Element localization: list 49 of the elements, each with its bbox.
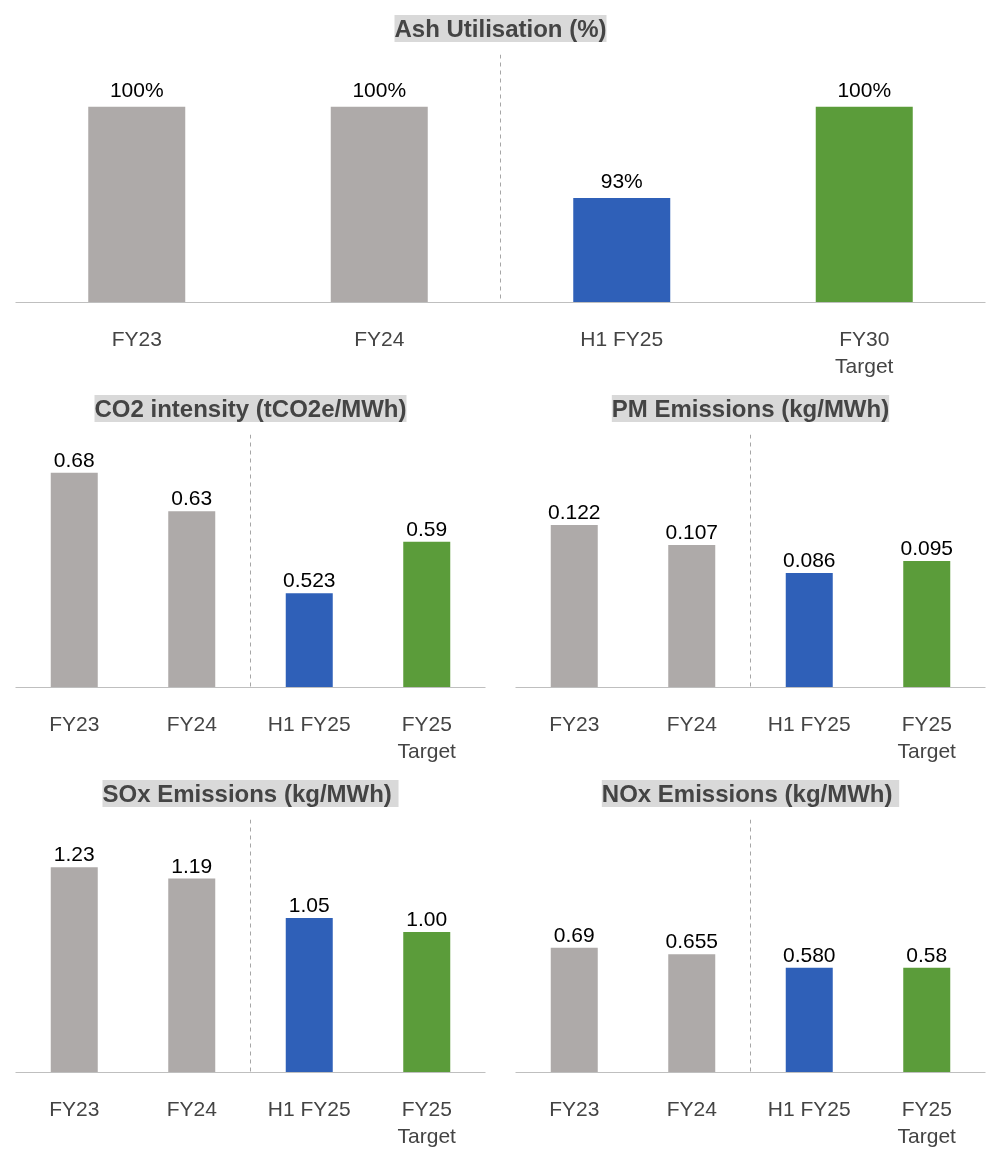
x-tick-label: FY24 — [166, 1096, 218, 1120]
x-tick-label: FY30 Target — [835, 326, 894, 378]
x-tick-label: H1 FY25 — [267, 1096, 351, 1120]
data-label: 100% — [837, 77, 892, 101]
bar — [550, 525, 598, 688]
chart-title: PM Emissions (kg/MWh) — [611, 395, 890, 422]
data-label: 0.63 — [171, 486, 213, 510]
x-tick-label: H1 FY25 — [267, 711, 351, 735]
x-tick-label: FY23 — [549, 1096, 600, 1120]
x-tick-label: FY23 — [111, 326, 162, 350]
bar — [668, 545, 716, 688]
bar — [903, 561, 951, 688]
data-label: 0.122 — [547, 500, 601, 524]
data-label: 0.107 — [665, 520, 719, 544]
x-tick-label: FY24 — [666, 1096, 718, 1120]
data-label: 0.580 — [782, 942, 836, 966]
x-tick-label: FY25 Target — [397, 711, 457, 763]
data-label: 0.58 — [906, 942, 948, 966]
x-tick-label: FY25 Target — [897, 711, 957, 763]
x-tick-label: FY23 — [49, 1096, 100, 1120]
data-label: 0.095 — [900, 536, 954, 559]
x-tick-label: H1 FY25 — [767, 1096, 851, 1120]
chart-title: SOx Emissions (kg/MWh) — [102, 780, 392, 807]
x-tick-label: FY24 — [354, 326, 405, 350]
data-label: 0.523 — [282, 568, 336, 592]
x-tick-label: FY25 Target — [397, 1096, 457, 1148]
data-label: 1.05 — [288, 892, 330, 916]
x-tick-label: FY24 — [166, 711, 218, 735]
x-tick-label: FY25 Target — [897, 1096, 957, 1148]
x-tick-label: FY24 — [666, 711, 718, 735]
data-label: 0.655 — [665, 929, 719, 953]
data-label: 0.69 — [553, 922, 595, 946]
bar — [785, 572, 833, 688]
chart-title: NOx Emissions (kg/MWh) — [601, 780, 893, 807]
chart-title: CO2 intensity (tCO2e/MWh) — [94, 395, 407, 422]
chart-title: Ash Utilisation (%) — [394, 15, 607, 42]
x-tick-label: FY23 — [49, 711, 100, 735]
x-tick-label: FY23 — [549, 711, 600, 735]
data-label: 1.19 — [171, 853, 213, 877]
data-label: 0.68 — [53, 447, 95, 471]
data-label: 100% — [109, 77, 164, 101]
x-tick-label: H1 FY25 — [580, 326, 664, 350]
x-tick-label: H1 FY25 — [767, 711, 851, 735]
data-label: 100% — [352, 77, 407, 101]
data-label: 1.00 — [406, 906, 448, 930]
data-label: 1.23 — [53, 842, 95, 866]
data-label: 93% — [600, 169, 643, 193]
data-label: 0.086 — [782, 547, 836, 571]
data-label: 0.59 — [406, 516, 448, 540]
